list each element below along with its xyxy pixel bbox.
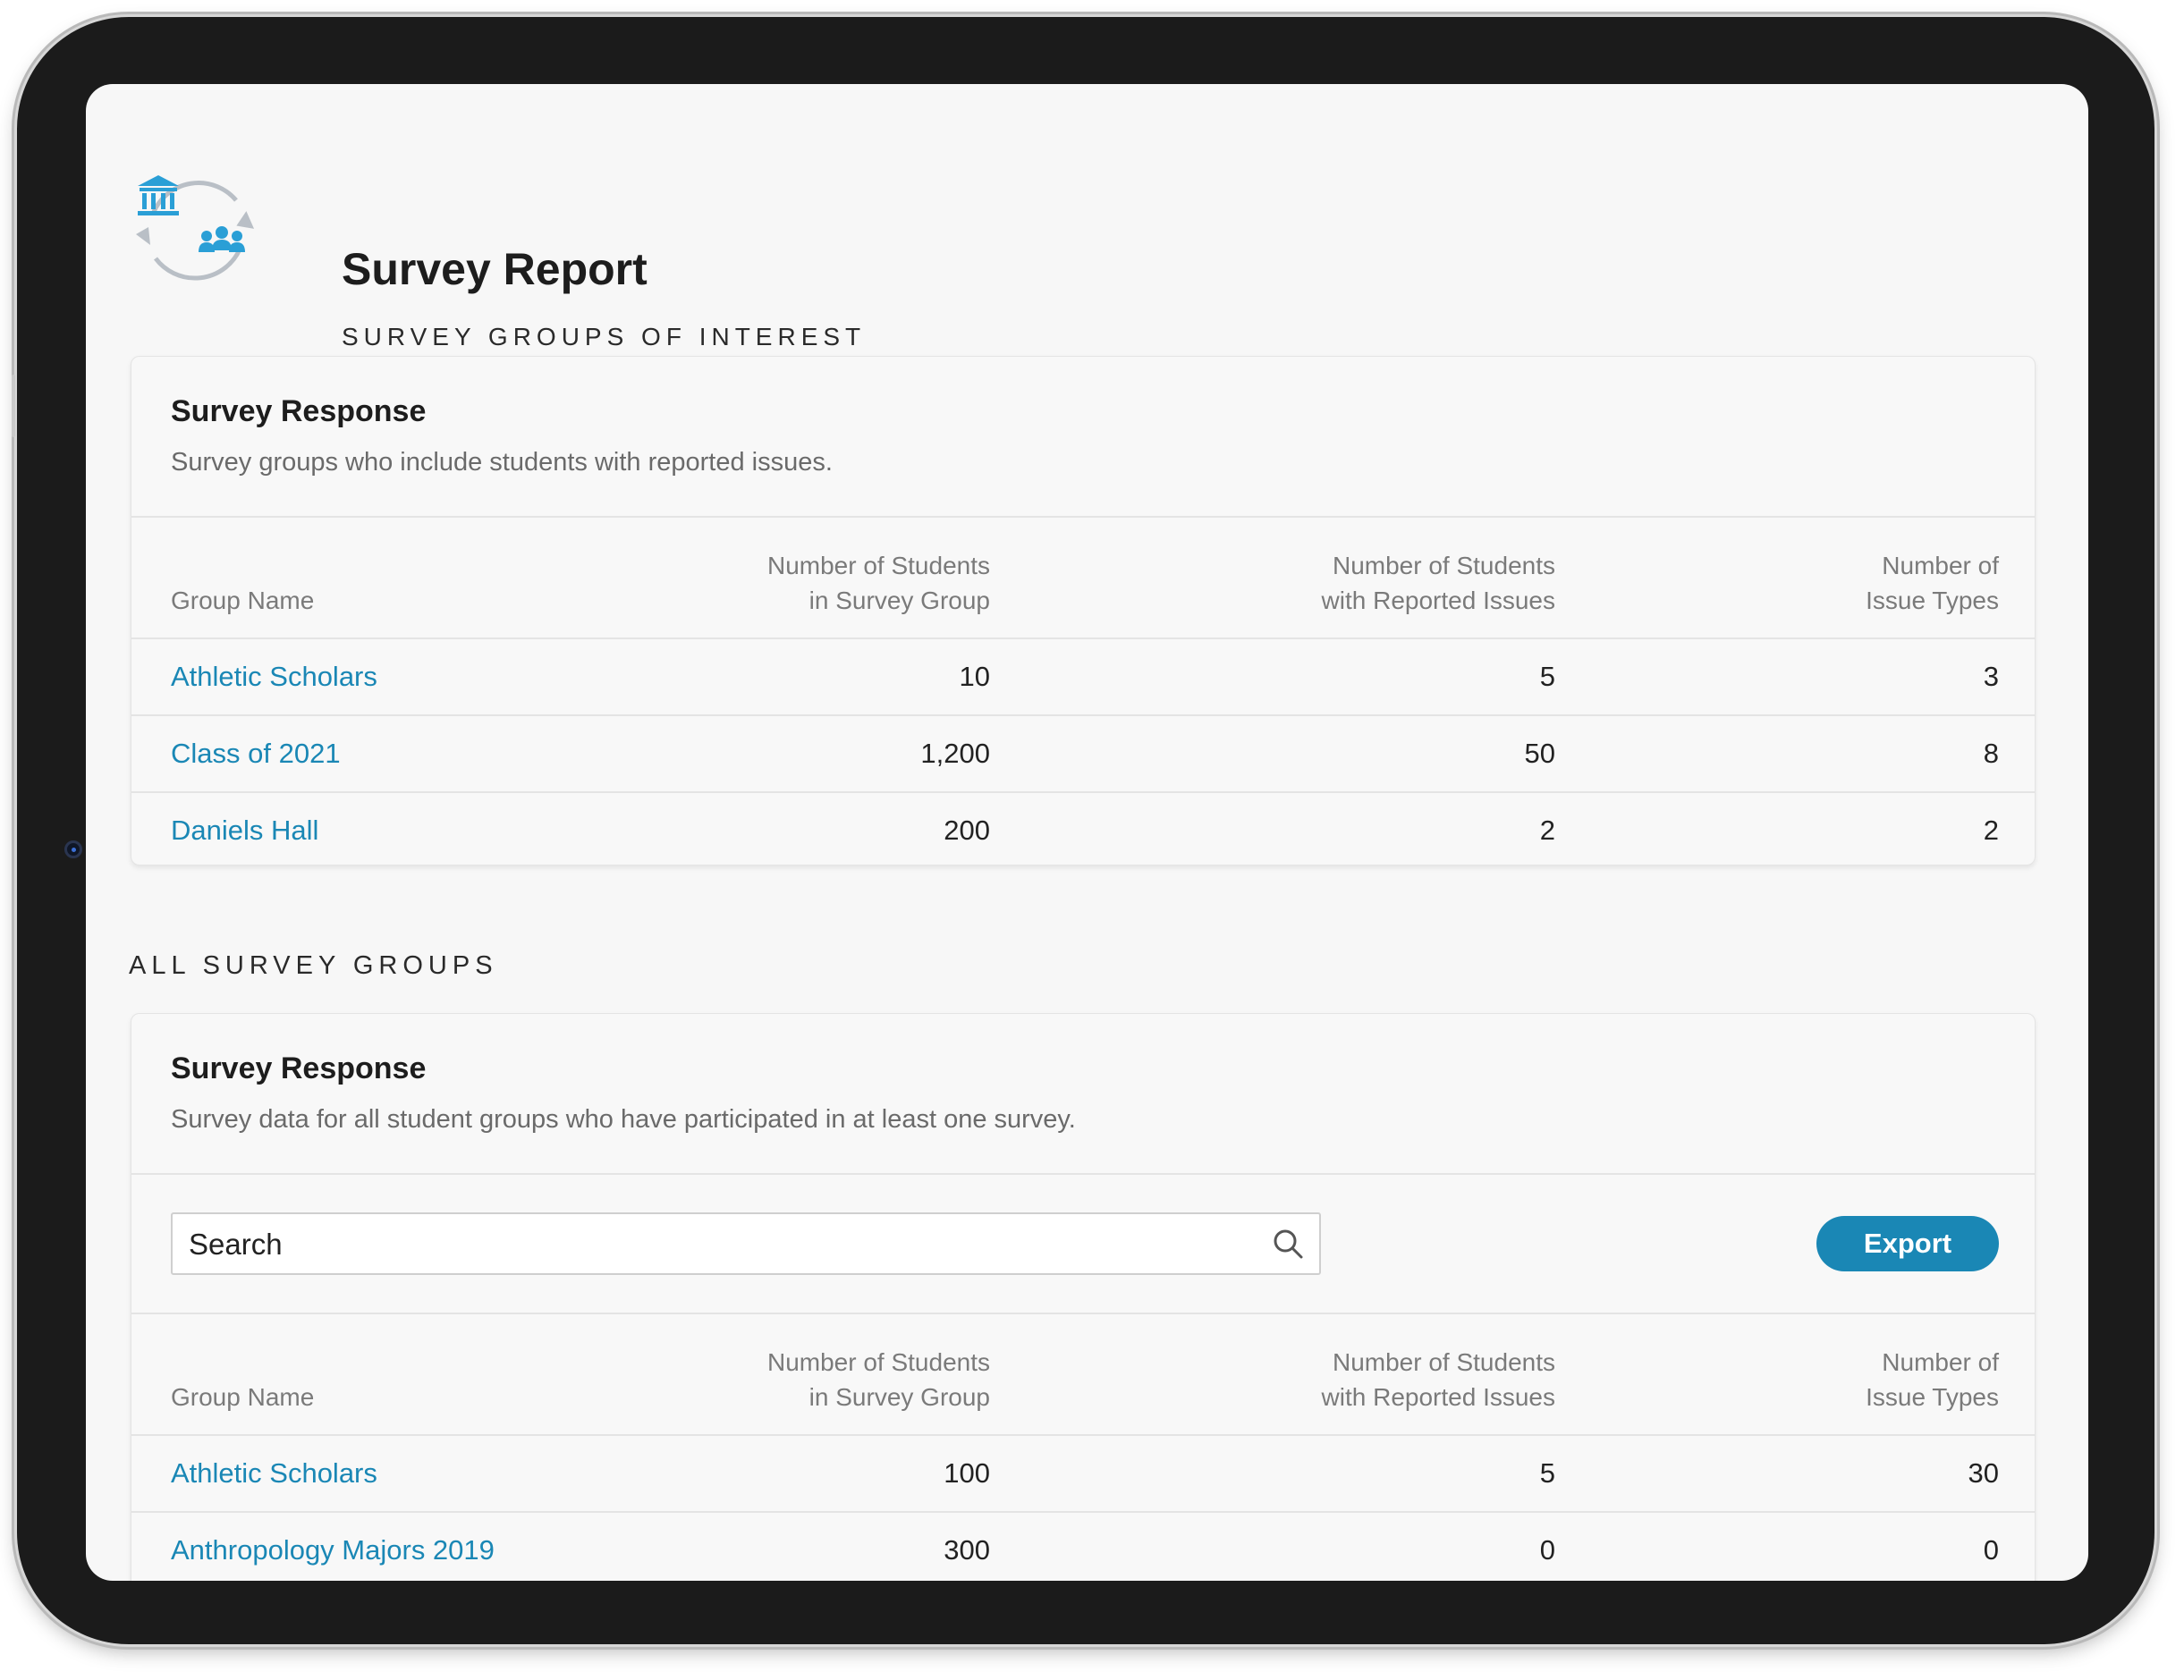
column-header-students-in-group[interactable]: Number of Students in Survey Group: [766, 1348, 990, 1411]
column-header-issue-types[interactable]: Number of Issue Types: [1866, 552, 1999, 614]
search-icon[interactable]: [1271, 1227, 1305, 1261]
column-header-issue-types[interactable]: Number of Issue Types: [1866, 1348, 1999, 1411]
survey-report-logo-icon: [136, 175, 255, 281]
column-header-group-name[interactable]: Group Name: [171, 587, 315, 614]
table-row[interactable]: Class of 2021 1,200 50 8: [131, 716, 2035, 793]
card-header: Survey Response Survey groups who includ…: [131, 357, 2035, 518]
column-header-students-with-issues[interactable]: Number of Students with Reported Issues: [1321, 1348, 1555, 1411]
table-header: Group Name Number of Students in Survey G…: [131, 1314, 2035, 1436]
issue-types-count: 3: [1983, 661, 1999, 692]
page-header: Survey Report SURVEY GROUPS OF INTEREST: [131, 165, 1204, 350]
reported-issues-count: 5: [1539, 661, 1555, 692]
reported-issues-count: 0: [1539, 1534, 1555, 1566]
card-description: Survey groups who include students with …: [171, 448, 833, 477]
table-body: Athletic Scholars 10 5 3 Class of 2021 1…: [131, 639, 2035, 865]
interest-groups-card: Survey Response Survey groups who includ…: [131, 356, 2036, 865]
table-toolbar: Export: [131, 1175, 2035, 1314]
all-survey-groups-heading: ALL SURVEY GROUPS: [129, 951, 498, 980]
group-name-link[interactable]: Anthropology Majors 2019: [171, 1534, 495, 1566]
students-count: 1,200: [920, 738, 990, 769]
group-name-link[interactable]: Athletic Scholars: [171, 1457, 377, 1489]
table-row[interactable]: Athletic Scholars 10 5 3: [131, 639, 2035, 716]
table-row[interactable]: Anthropology Majors 2019 300 0 0: [131, 1513, 2035, 1581]
students-count: 300: [944, 1534, 990, 1566]
table-row[interactable]: Athletic Scholars 100 5 30: [131, 1436, 2035, 1513]
people-group-icon: [199, 226, 245, 252]
reported-issues-count: 5: [1539, 1457, 1555, 1489]
bank-icon: [138, 175, 179, 215]
front-camera: [64, 840, 82, 858]
reported-issues-count: 50: [1524, 738, 1555, 769]
students-count: 10: [959, 661, 990, 692]
column-header-group-name[interactable]: Group Name: [171, 1383, 315, 1411]
card-title: Survey Response: [171, 1051, 427, 1085]
table-header: Group Name Number of Students in Survey G…: [131, 518, 2035, 639]
reported-issues-count: 2: [1539, 815, 1555, 846]
page-subtitle: SURVEY GROUPS OF INTEREST: [342, 323, 867, 350]
card-header: Survey Response Survey data for all stud…: [131, 1014, 2035, 1175]
group-name-link[interactable]: Daniels Hall: [171, 815, 319, 846]
issue-types-count: 30: [1968, 1457, 1999, 1489]
column-header-students-with-issues[interactable]: Number of Students with Reported Issues: [1321, 552, 1555, 614]
page-title: Survey Report: [342, 244, 648, 294]
students-count: 100: [944, 1457, 990, 1489]
table-body: Athletic Scholars 100 5 30 Anthropology …: [131, 1436, 2035, 1581]
search-input[interactable]: [187, 1214, 1228, 1275]
side-button: [12, 375, 15, 437]
table-row[interactable]: Daniels Hall 200 2 2: [131, 793, 2035, 865]
students-count: 200: [944, 815, 990, 846]
column-header-students-in-group[interactable]: Number of Students in Survey Group: [766, 552, 990, 614]
card-title: Survey Response: [171, 394, 427, 428]
issue-types-count: 0: [1983, 1534, 1999, 1566]
app-screen: Survey Report SURVEY GROUPS OF INTEREST …: [86, 84, 2088, 1581]
search-box: [171, 1212, 1321, 1275]
group-name-link[interactable]: Athletic Scholars: [171, 661, 377, 692]
card-description: Survey data for all student groups who h…: [171, 1105, 1076, 1134]
export-button[interactable]: Export: [1816, 1216, 1999, 1271]
issue-types-count: 8: [1983, 738, 1999, 769]
issue-types-count: 2: [1983, 815, 1999, 846]
all-groups-card: Survey Response Survey data for all stud…: [131, 1013, 2036, 1581]
group-name-link[interactable]: Class of 2021: [171, 738, 341, 769]
